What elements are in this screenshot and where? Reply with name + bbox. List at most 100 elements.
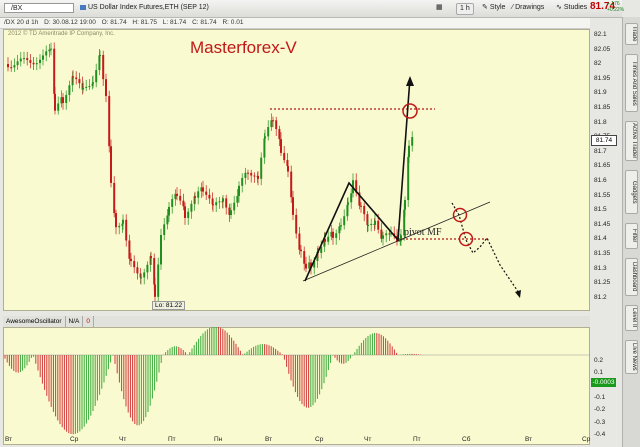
price-tick: 81.2 <box>594 293 607 301</box>
side-tab[interactable]: Filter <box>625 223 638 249</box>
candle-body <box>48 49 51 52</box>
candle-body <box>57 103 60 111</box>
candle-body <box>166 215 169 225</box>
oscillator-header: AwesomeOscillator N/A 0 <box>3 316 590 327</box>
grid-icon[interactable]: ▦ <box>436 4 443 11</box>
candle-body <box>128 240 131 259</box>
price-tick: 81.3 <box>594 264 607 272</box>
candle-body <box>233 202 236 211</box>
candle-body <box>298 233 301 250</box>
candle-body <box>108 96 111 147</box>
candle-body <box>110 146 112 183</box>
day-label: Ср <box>582 436 591 443</box>
candle-body <box>408 145 410 158</box>
day-label: Вт <box>265 436 273 443</box>
candle-body <box>99 54 101 56</box>
candle-body <box>211 198 214 205</box>
style-button[interactable]: ✎ Style <box>482 3 505 13</box>
candle-body <box>78 79 81 84</box>
day-label: Ср <box>70 436 79 443</box>
price-scale[interactable]: 82.182.058281.9581.981.8581.881.7581.781… <box>591 29 618 447</box>
candle-body <box>187 211 190 218</box>
day-label: Чт <box>119 436 127 443</box>
candle-body <box>338 226 341 234</box>
series-label[interactable]: /DX 20 d 1h <box>4 19 39 26</box>
price-tick: 82 <box>594 60 602 68</box>
candle-body <box>202 187 204 192</box>
candle-body <box>320 246 323 253</box>
candle-body <box>407 157 410 201</box>
candle-body <box>295 214 298 234</box>
change-pct: +0.22% <box>607 7 625 13</box>
candle-body <box>355 180 358 193</box>
price-change: +.176 +0.22% <box>607 1 624 13</box>
side-tab[interactable]: Live News <box>625 340 638 374</box>
candle-body <box>253 175 256 177</box>
price-tick: 81.25 <box>594 279 611 287</box>
candle-body <box>228 207 231 215</box>
studies-button[interactable]: ∿ Studies <box>556 3 587 13</box>
candle-body <box>390 233 392 235</box>
candle-body <box>347 202 349 205</box>
candle-body <box>179 195 182 201</box>
candle-body <box>174 193 177 200</box>
candle-body <box>215 202 218 206</box>
candle-body <box>225 198 228 208</box>
range-value: R: 0.01 <box>222 19 244 26</box>
timeframe-button[interactable]: 1 h <box>456 3 474 15</box>
drawings-icon: ⁄ <box>512 4 514 11</box>
top-toolbar: /BX US Dollar Index Futures,ETH (SEP 12)… <box>0 0 624 18</box>
candle-body <box>19 58 22 62</box>
candle-body <box>125 219 128 241</box>
drawings-button[interactable]: ⁄ Drawings <box>512 3 544 13</box>
symbol-input[interactable]: /BX <box>4 3 74 13</box>
side-tab[interactable]: Active Trader <box>625 121 638 161</box>
candle-body <box>193 196 196 204</box>
candle-body <box>352 180 354 194</box>
oscillator-tick: 0.2 <box>594 357 604 364</box>
candle-body <box>7 64 9 68</box>
candle-body <box>121 223 124 226</box>
side-tab[interactable]: Trade <box>625 23 638 45</box>
candle-body <box>332 231 334 238</box>
candle-body <box>115 213 117 228</box>
drawings-label: Drawings <box>515 4 545 11</box>
side-tab[interactable]: Times And Sales <box>625 54 638 112</box>
candle-body <box>270 120 273 128</box>
candle-body <box>400 235 402 241</box>
candle-body <box>190 203 193 212</box>
price-tick: 81.5 <box>594 206 607 214</box>
price-tick: 81.6 <box>594 177 607 184</box>
oscillator-na: N/A <box>66 316 84 327</box>
candle-body <box>250 172 253 176</box>
candle-body <box>377 220 380 230</box>
candle-body <box>68 85 71 95</box>
candle-body <box>176 193 178 196</box>
day-label: Чт <box>364 436 372 443</box>
oscillator-name[interactable]: AwesomeOscillator <box>3 316 66 327</box>
side-tabs: Trade Times And Sales Active Trader Gadgets… <box>622 17 640 447</box>
candle-body <box>150 256 152 259</box>
style-icon: ✎ <box>482 4 488 11</box>
side-tab[interactable]: Gadgets <box>625 170 638 214</box>
oscillator-panel[interactable] <box>3 327 590 445</box>
oscillator-tick: 0.1 <box>594 369 604 377</box>
candle-body <box>10 67 13 69</box>
candle-body <box>35 63 38 65</box>
side-tab[interactable]: Level II <box>625 305 638 331</box>
candle-body <box>238 185 240 196</box>
candle-body <box>363 205 366 215</box>
candle-body <box>324 238 326 242</box>
copyright-watermark: 2012 © TD Ameritrade IP Company, Inc. <box>8 31 115 37</box>
candle-body <box>29 60 32 63</box>
candle-body <box>308 262 311 269</box>
close-value: C: 81.74 <box>192 19 217 26</box>
day-label: Ср <box>315 436 324 443</box>
candle-body <box>212 204 214 206</box>
candle-body <box>218 201 221 203</box>
candle-body <box>105 79 107 97</box>
candle-body <box>88 86 91 88</box>
day-label: Пн <box>214 436 223 443</box>
side-tab[interactable]: Dashboard <box>625 258 638 296</box>
candle-body <box>247 172 249 174</box>
